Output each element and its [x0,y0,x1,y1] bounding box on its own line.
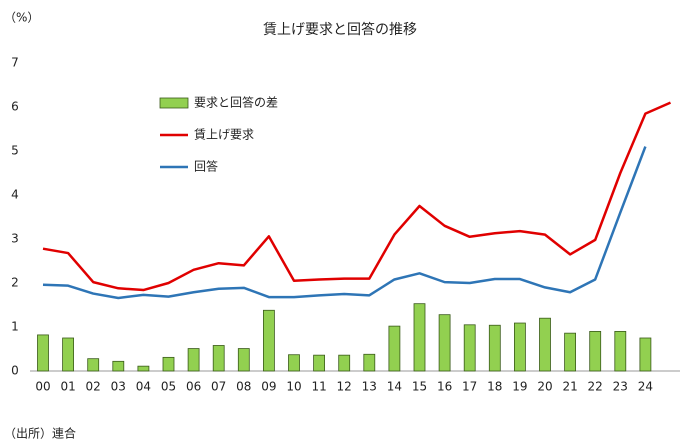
bar [488,324,501,372]
bar [413,303,426,372]
bar [212,345,225,372]
x-tick-label: 17 [462,380,477,394]
bar [639,337,652,372]
x-tick-label: 18 [487,380,502,394]
y-tick-label: 2 [11,276,19,290]
bar [614,330,627,372]
bar [262,309,275,372]
bar [388,325,401,372]
x-tick-label: 24 [638,380,653,394]
legend-label: 要求と回答の差 [194,95,278,110]
bar [112,360,125,372]
bar [187,348,200,372]
bar [363,353,376,372]
x-tick-label: 08 [236,380,251,394]
x-tick-label: 21 [562,380,577,394]
x-tick-label: 15 [412,380,427,394]
bar [514,322,526,372]
x-tick-label: 06 [186,380,201,394]
x-tick-label: 13 [362,380,377,394]
legend-swatch [159,97,189,109]
bar [37,334,49,372]
bar [237,348,250,372]
x-tick-label: 09 [261,380,276,394]
x-tick-label: 02 [86,380,101,394]
bar [463,324,476,372]
x-tick-label: 16 [437,380,452,394]
bar [313,354,326,372]
x-tick-label: 19 [512,380,527,394]
y-tick-label: 6 [11,100,19,114]
bar [589,330,602,372]
bar [62,337,74,372]
bar [564,332,576,372]
x-tick-label: 20 [537,380,552,394]
legend-label: 回答 [194,159,218,174]
bar [288,354,300,372]
x-tick-label: 07 [211,380,226,394]
x-tick-label: 10 [286,380,301,394]
bar [137,365,150,372]
legend-label: 賃上げ要求 [194,127,254,142]
y-tick-label: 5 [11,144,19,158]
y-tick-label: 1 [11,320,19,334]
x-tick-label: 04 [136,380,151,394]
bar [87,358,100,372]
x-tick-label: 23 [613,380,628,394]
source: （出所）連合 [4,426,76,441]
x-tick-label: 12 [337,380,352,394]
x-tick-label: 14 [387,380,402,394]
y-tick-label: 7 [11,56,19,70]
x-tick-label: 01 [60,380,75,394]
bar [162,356,175,372]
y-tick-label: 0 [11,364,19,378]
bar [539,317,551,372]
bar [438,314,451,372]
bar [338,354,351,372]
chart-title: 賃上げ要求と回答の推移 [263,21,417,38]
y-tick-label: 4 [11,188,19,202]
x-tick-label: 03 [111,380,126,394]
y-unit: （%） [4,11,39,25]
x-tick-label: 11 [311,380,326,394]
line [42,146,647,300]
x-tick-label: 22 [588,380,603,394]
x-tick-label: 00 [35,380,50,394]
x-tick-label: 05 [161,380,176,394]
y-tick-label: 3 [11,232,19,246]
line [42,101,672,292]
